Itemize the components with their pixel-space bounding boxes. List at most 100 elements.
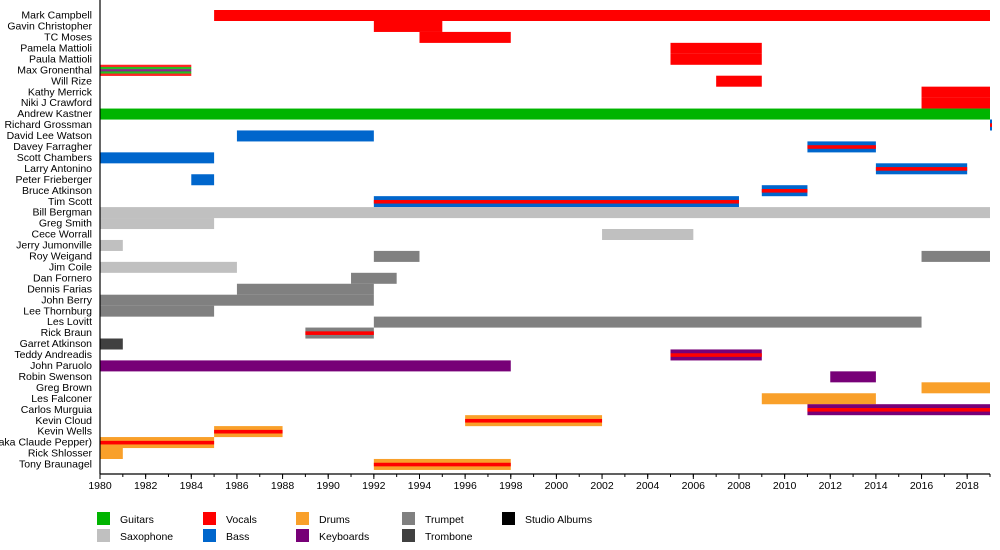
bar-vocals xyxy=(716,75,762,87)
member-label: Davey Farragher xyxy=(13,141,92,153)
member-label: Les Falconer xyxy=(31,393,92,405)
legend-swatch-albums xyxy=(502,512,515,525)
x-tick-label: 2006 xyxy=(682,480,706,492)
member-label: Rick Braun xyxy=(41,327,93,339)
member-label: Bill Bergman xyxy=(32,207,92,219)
legend-label-drums: Drums xyxy=(319,514,350,526)
member-label: Jim Coile xyxy=(49,261,92,273)
member-label: Scott Chambers xyxy=(17,152,92,164)
member-label: Richard Grossman xyxy=(4,119,92,131)
bar-drums xyxy=(921,382,990,394)
legend-swatch-drums xyxy=(296,512,309,525)
bar-keyboards xyxy=(100,360,511,372)
member-label: John Paruolo xyxy=(30,360,92,372)
member-label: Kathy Merrick xyxy=(28,86,93,98)
x-tick-label: 2018 xyxy=(955,480,979,492)
bar-vocals xyxy=(214,10,991,21)
bar-vocals xyxy=(921,97,990,109)
bar-stripe-vocals xyxy=(670,353,762,357)
legend-label-trombone: Trombone xyxy=(425,531,473,543)
bar-drums xyxy=(761,393,876,405)
x-tick-label: 1998 xyxy=(499,480,523,492)
member-label: Max Gronenthal xyxy=(17,64,92,76)
legend-label-guitars: Guitars xyxy=(120,514,154,526)
bar-saxophone xyxy=(602,229,694,240)
x-tick-label: 1994 xyxy=(408,480,432,492)
member-label: Mark Campbell xyxy=(21,10,92,22)
bar-trombone xyxy=(100,338,123,350)
bar-stripe-vocals xyxy=(990,123,992,127)
member-label: Cece Worrall xyxy=(32,229,93,241)
legend-swatch-bass xyxy=(203,529,216,542)
bar-bass xyxy=(236,130,374,142)
member-label: Lee Thornburg xyxy=(23,305,92,317)
x-tick-label: 2002 xyxy=(590,480,614,492)
bar-stripe-vocals xyxy=(465,418,603,423)
member-label: Rick Shlosser xyxy=(28,448,93,460)
x-tick-label: 1986 xyxy=(225,480,249,492)
member-label: Larry Antonino xyxy=(24,163,92,175)
bar-vocals xyxy=(670,53,762,65)
member-label: John Berry xyxy=(41,294,93,306)
bar-vocals xyxy=(670,42,762,54)
bar-saxophone xyxy=(100,261,237,273)
bar-trumpet xyxy=(373,250,420,262)
bar-bass xyxy=(100,152,215,164)
legend-swatch-keyboards xyxy=(296,529,309,542)
x-tick-label: 1996 xyxy=(453,480,477,492)
member-label: aka Claude Pepper) xyxy=(0,437,92,449)
legend-swatch-guitars xyxy=(97,512,110,525)
x-tick-label: 2014 xyxy=(864,480,888,492)
legend-label-vocals: Vocals xyxy=(226,514,257,526)
member-label: Greg Smith xyxy=(39,218,92,230)
bar-stripe-guitars xyxy=(100,66,192,70)
bar-saxophone xyxy=(100,207,990,219)
bar-bass xyxy=(191,174,215,186)
bar-trumpet xyxy=(921,250,990,262)
bar-stripe-vocals xyxy=(373,462,511,467)
bar-stripe-vocals xyxy=(761,189,808,193)
bar-drums xyxy=(100,448,123,459)
x-tick-label: 2008 xyxy=(727,480,751,492)
member-label: Dan Fornero xyxy=(33,272,92,284)
member-label: Bruce Atkinson xyxy=(22,185,92,197)
x-tick-label: 2010 xyxy=(773,480,797,492)
bar-stripe-keyboards xyxy=(100,69,192,72)
member-label: Kevin Wells xyxy=(37,426,92,438)
member-label: Peter Frieberger xyxy=(16,174,93,186)
bar-stripe-vocals xyxy=(875,167,968,171)
x-tick-label: 1992 xyxy=(362,480,386,492)
bar-stripe-vocals xyxy=(100,440,215,445)
member-label: Tim Scott xyxy=(48,196,92,208)
bar-stripe-vocals xyxy=(373,199,739,204)
member-label: Carlos Murguia xyxy=(21,404,92,416)
bar-stripe-vocals xyxy=(807,145,876,149)
legend-swatch-saxophone xyxy=(97,529,110,542)
bar-trumpet xyxy=(351,272,397,284)
x-tick-label: 2012 xyxy=(819,480,843,492)
bar-vocals xyxy=(419,31,511,43)
member-label: Pamela Mattioli xyxy=(20,42,92,54)
x-tick-label: 2004 xyxy=(636,480,660,492)
bar-stripe-vocals xyxy=(305,331,374,335)
legend-swatch-vocals xyxy=(203,512,216,525)
x-tick-label: 1984 xyxy=(180,480,204,492)
bar-trumpet xyxy=(373,316,922,328)
member-label: Will Rize xyxy=(51,75,92,87)
member-label: Gavin Christopher xyxy=(7,21,92,33)
x-tick-label: 1990 xyxy=(317,480,341,492)
member-label: Tony Braunagel xyxy=(19,459,92,471)
member-label: Roy Weigand xyxy=(29,251,92,263)
member-label: Andrew Kastner xyxy=(17,108,92,120)
member-label: Robin Swenson xyxy=(18,371,92,383)
legend-label-bass: Bass xyxy=(226,531,249,543)
bar-vocals xyxy=(921,86,990,98)
member-label: TC Moses xyxy=(44,32,92,44)
x-tick-label: 2000 xyxy=(545,480,569,492)
legend-label-keyboards: Keyboards xyxy=(319,531,369,543)
legend-label-albums: Studio Albums xyxy=(525,514,592,526)
bar-stripe-vocals xyxy=(214,429,283,434)
member-label: Paula Mattioli xyxy=(29,53,92,65)
